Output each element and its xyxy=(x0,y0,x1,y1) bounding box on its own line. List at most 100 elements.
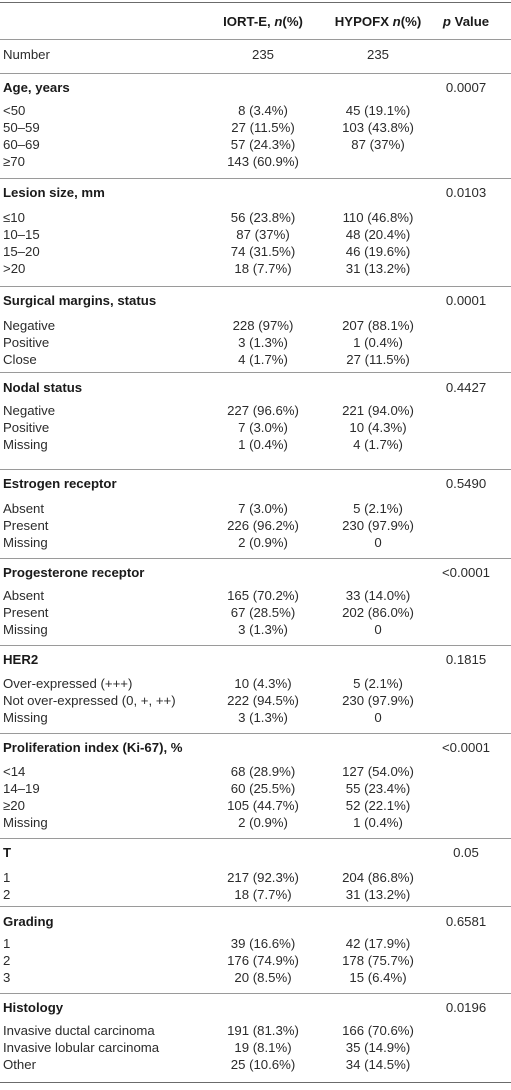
row-label: Invasive ductal carcinoma xyxy=(3,1023,155,1038)
section-title: Nodal status xyxy=(3,380,83,395)
row-label: 60–69 xyxy=(3,137,40,152)
row-label: Not over-expressed (0, +, ++) xyxy=(3,693,176,708)
row-label: Absent xyxy=(3,501,45,516)
iort-value: 67 (28.5%) xyxy=(230,605,296,620)
iort-value: 176 (74.9%) xyxy=(227,953,299,968)
row-label: Present xyxy=(3,518,49,533)
section-title: Histology xyxy=(3,1000,64,1015)
bottom-rule xyxy=(0,1082,511,1083)
iort-value: 7 (3.0%) xyxy=(238,420,288,435)
iort-value: 3 (1.3%) xyxy=(238,622,288,637)
section-rule xyxy=(0,733,511,734)
section-title: Progesterone receptor xyxy=(3,565,145,580)
row-label: 1 xyxy=(3,870,11,885)
section-rule xyxy=(0,286,511,287)
hypofx-value: 31 (13.2%) xyxy=(345,261,411,276)
iort-value: 222 (94.5%) xyxy=(227,693,299,708)
row-label: ≥20 xyxy=(3,798,25,813)
section-title: Surgical margins, status xyxy=(3,293,157,308)
hypofx-value: 27 (11.5%) xyxy=(346,352,410,367)
number-hypofx: 235 xyxy=(366,47,389,62)
hypofx-value: 87 (37%) xyxy=(351,137,405,152)
section-rule xyxy=(0,993,511,994)
row-label: 1 xyxy=(3,936,11,951)
row-label: 50–59 xyxy=(3,120,40,135)
iort-value: 3 (1.3%) xyxy=(238,710,288,725)
iort-value: 2 (0.9%) xyxy=(238,815,288,830)
row-label: Positive xyxy=(3,420,50,435)
header-p-value: p Value xyxy=(442,14,490,29)
iort-value: 74 (31.5%) xyxy=(230,244,296,259)
iort-value: 227 (96.6%) xyxy=(227,403,299,418)
section-title: Lesion size, mm xyxy=(3,185,105,200)
row-label: 10–15 xyxy=(3,227,40,242)
p-value: 0.0007 xyxy=(445,80,487,95)
section-title: Age, years xyxy=(3,80,70,95)
row-label: ≤10 xyxy=(3,210,25,225)
row-label: Missing xyxy=(3,710,48,725)
section-title: Estrogen receptor xyxy=(3,476,117,491)
p-value: 0.5490 xyxy=(445,476,487,491)
iort-value: 1 (0.4%) xyxy=(238,437,288,452)
hypofx-value: 48 (20.4%) xyxy=(345,227,411,242)
row-label: Invasive lobular carcinoma xyxy=(3,1040,160,1055)
hypofx-value: 1 (0.4%) xyxy=(353,815,403,830)
row-label: 2 xyxy=(3,887,11,902)
row-label: Close xyxy=(3,352,37,367)
header-hypofx: HYPOFX n(%) xyxy=(334,14,422,29)
p-value: 0.0103 xyxy=(445,185,487,200)
iort-value: 143 (60.9%) xyxy=(227,154,299,169)
hypofx-value: 166 (70.6%) xyxy=(342,1023,414,1038)
hypofx-value: 52 (22.1%) xyxy=(345,798,411,813)
iort-value: 18 (7.7%) xyxy=(234,261,292,276)
hypofx-value: 33 (14.0%) xyxy=(345,588,411,603)
section-title: T xyxy=(3,845,12,860)
p-value: 0.05 xyxy=(453,845,479,860)
section-rule xyxy=(0,906,511,907)
iort-value: 217 (92.3%) xyxy=(227,870,299,885)
hypofx-value: 5 (2.1%) xyxy=(353,501,403,516)
iort-value: 39 (16.6%) xyxy=(230,936,296,951)
row-label: 3 xyxy=(3,970,11,985)
row-label: Negative xyxy=(3,403,56,418)
row-label: Absent xyxy=(3,588,45,603)
section-title: Proliferation index (Ki-67), % xyxy=(3,740,183,755)
number-label: Number xyxy=(3,47,50,62)
row-label: 15–20 xyxy=(3,244,40,259)
p-value: <0.0001 xyxy=(441,565,491,580)
row-label: ≥70 xyxy=(3,154,25,169)
iort-value: 226 (96.2%) xyxy=(227,518,299,533)
hypofx-value: 178 (75.7%) xyxy=(342,953,414,968)
hypofx-value: 35 (14.9%) xyxy=(345,1040,411,1055)
row-label: 14–19 xyxy=(3,781,40,796)
hypofx-value: 15 (6.4%) xyxy=(349,970,407,985)
hypofx-value: 46 (19.6%) xyxy=(345,244,411,259)
section-rule xyxy=(0,372,511,373)
number-iort: 235 xyxy=(251,47,274,62)
row-label: 2 xyxy=(3,953,11,968)
row-label: Present xyxy=(3,605,49,620)
iort-value: 7 (3.0%) xyxy=(238,501,288,516)
row-label: Missing xyxy=(3,622,48,637)
row-label: <14 xyxy=(3,764,26,779)
hypofx-value: 1 (0.4%) xyxy=(353,335,403,350)
hypofx-value: 110 (46.8%) xyxy=(342,210,414,225)
row-label: Over-expressed (+++) xyxy=(3,676,133,691)
hypofx-value: 10 (4.3%) xyxy=(349,420,407,435)
iort-value: 4 (1.7%) xyxy=(238,352,288,367)
iort-value: 18 (7.7%) xyxy=(234,887,292,902)
row-label: Missing xyxy=(3,815,48,830)
p-value: 0.6581 xyxy=(445,914,487,929)
hypofx-value: 42 (17.9%) xyxy=(345,936,411,951)
p-value: 0.0196 xyxy=(445,1000,487,1015)
iort-value: 2 (0.9%) xyxy=(238,535,288,550)
iort-value: 56 (23.8%) xyxy=(230,210,296,225)
iort-value: 10 (4.3%) xyxy=(234,676,292,691)
row-label: Other xyxy=(3,1057,36,1072)
row-label: >20 xyxy=(3,261,26,276)
hypofx-value: 0 xyxy=(374,535,382,550)
iort-value: 68 (28.9%) xyxy=(230,764,296,779)
section-rule xyxy=(0,178,511,179)
section-rule xyxy=(0,558,511,559)
iort-value: 191 (81.3%) xyxy=(227,1023,299,1038)
